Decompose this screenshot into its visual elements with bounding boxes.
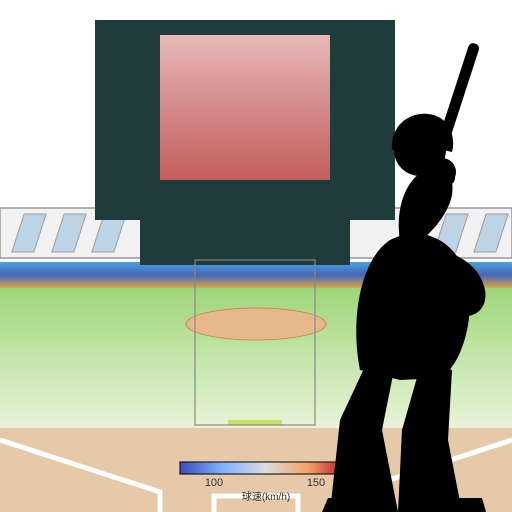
scoreboard-base [140, 220, 350, 265]
pitch-location-scene: 100 150 球速(km/h) [0, 0, 512, 512]
colorbar-tick-150: 150 [307, 477, 325, 489]
pitchers-mound [186, 308, 326, 340]
colorbar-title: 球速(km/h) [242, 490, 290, 503]
scoreboard-screen [160, 35, 330, 180]
colorbar-tick-100: 100 [205, 477, 223, 489]
zone-ground-marker [228, 420, 282, 425]
colorbar [180, 462, 350, 474]
